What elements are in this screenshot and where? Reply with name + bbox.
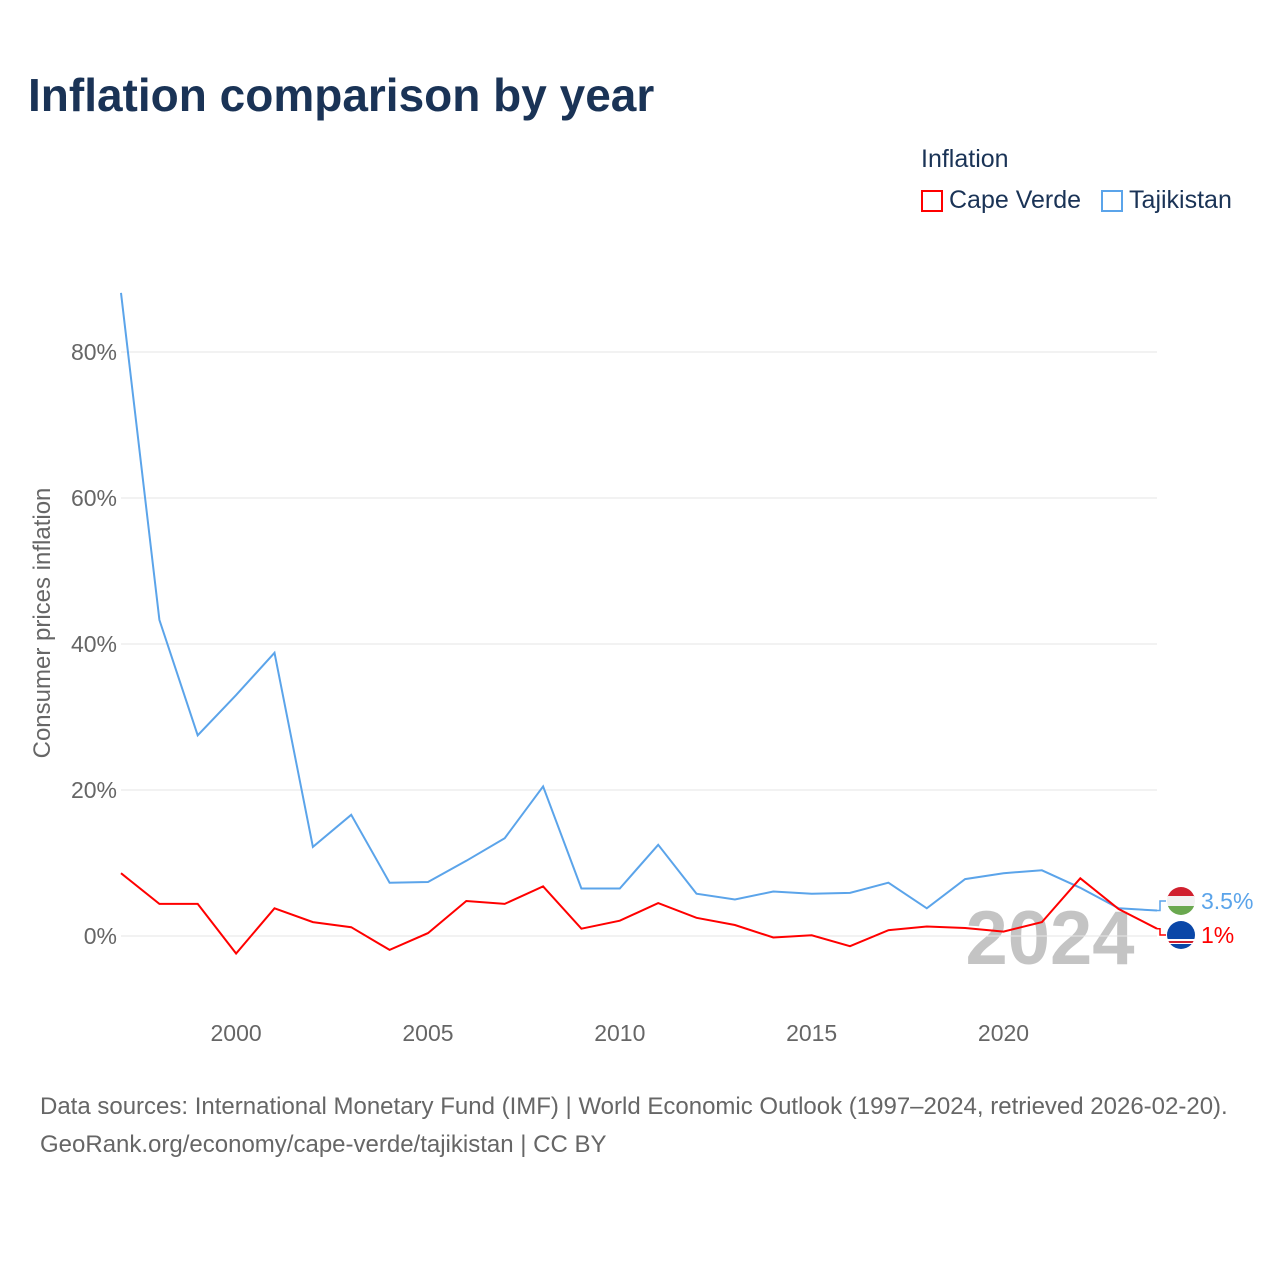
cape-verde-flag-icon <box>1167 921 1195 949</box>
tajikistan-flag-icon <box>1167 887 1195 915</box>
end-value-label: 3.5% <box>1201 888 1253 914</box>
chart-title: Inflation comparison by year <box>28 69 655 121</box>
x-tick-label: 2000 <box>211 1020 262 1046</box>
legend-swatch <box>921 189 943 212</box>
y-tick-label: 80% <box>71 339 117 365</box>
legend-label: Cape Verde <box>949 186 1082 214</box>
end-connector <box>1156 927 1166 936</box>
y-tick-label: 0% <box>84 923 117 949</box>
y-tick-label: 60% <box>71 485 117 511</box>
y-tick-label: 20% <box>71 777 117 803</box>
year-watermark: 2024 <box>965 896 1134 981</box>
x-tick-label: 2005 <box>402 1020 453 1046</box>
end-connector <box>1156 900 1166 912</box>
series-line-cape-verde <box>120 872 1158 956</box>
y-tick-label: 40% <box>71 631 117 657</box>
y-axis-label: Consumer prices inflation <box>29 488 56 759</box>
series-line-tajikistan <box>120 292 1158 912</box>
x-tick-label: 2015 <box>786 1020 837 1046</box>
legend-item-tajikistan[interactable]: Tajikistan <box>1101 186 1232 215</box>
legend-item-cape-verde[interactable]: Cape Verde <box>921 186 1081 215</box>
legend-swatch <box>1101 189 1124 212</box>
legend: Cape Verde Tajikistan <box>921 186 1232 215</box>
footer: Data sources: International Monetary Fun… <box>40 1088 1250 1164</box>
end-value-label: 1% <box>1201 922 1234 948</box>
legend-title: Inflation <box>921 145 1009 173</box>
x-tick-label: 2010 <box>594 1020 645 1046</box>
source-link[interactable]: GeoRank.org/economy/cape-verde/tajikista… <box>40 1131 607 1158</box>
data-sources: Data sources: International Monetary Fun… <box>40 1093 1228 1120</box>
line-chart: 2024 Consumer prices inflation 0% 20% 40% 6… <box>29 292 1253 1046</box>
x-tick-label: 2020 <box>978 1020 1029 1046</box>
legend-label: Tajikistan <box>1129 186 1232 214</box>
